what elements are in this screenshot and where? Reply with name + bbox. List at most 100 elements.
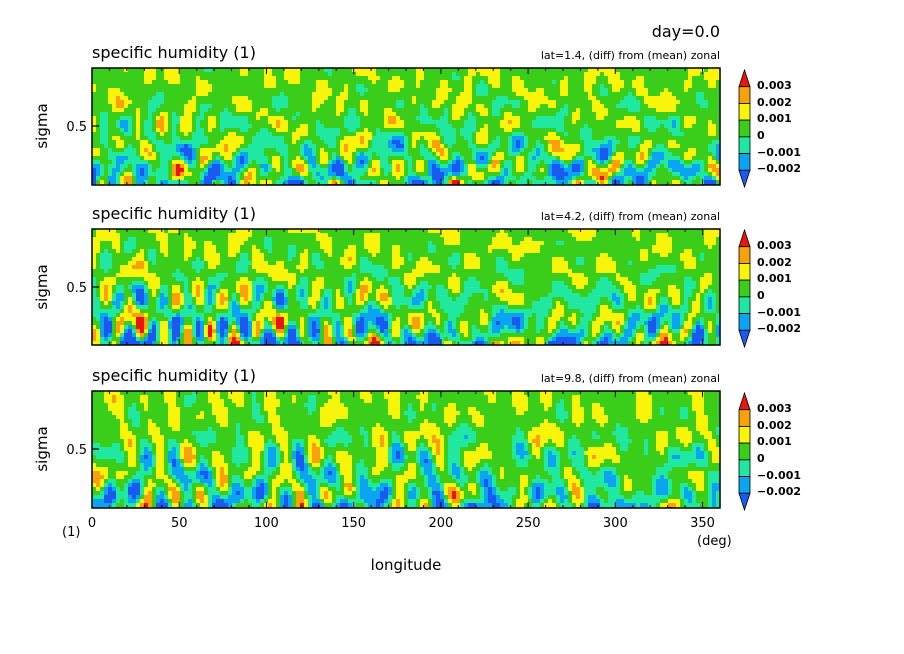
- field-cell: [684, 72, 689, 77]
- field-cell: [528, 104, 533, 109]
- field-cell: [472, 140, 477, 145]
- field-cell: [584, 96, 589, 101]
- field-cell: [604, 92, 609, 97]
- field-cell: [552, 132, 557, 137]
- field-cell: [524, 176, 529, 181]
- field-cell: [712, 128, 717, 133]
- field-cell: [316, 104, 321, 109]
- field-cell: [468, 92, 473, 97]
- field-cell: [124, 176, 129, 181]
- field-cell: [372, 124, 377, 129]
- field-cell: [536, 152, 541, 157]
- field-cell: [564, 120, 569, 125]
- field-cell: [228, 80, 233, 85]
- field-cell: [436, 72, 441, 77]
- field-cell: [352, 96, 357, 101]
- field-cell: [196, 88, 201, 93]
- field-cell: [632, 136, 637, 141]
- field-cell: [680, 84, 685, 89]
- field-cell: [452, 172, 457, 177]
- field-cell: [504, 132, 509, 137]
- field-cell: [464, 108, 469, 113]
- field-cell: [712, 112, 717, 117]
- field-cell: [100, 92, 105, 97]
- field-cell: [576, 148, 581, 153]
- field-cell: [180, 116, 185, 121]
- field-cell: [680, 72, 685, 77]
- field-cell: [424, 124, 429, 129]
- field-cell: [424, 72, 429, 77]
- field-cell: [280, 72, 285, 77]
- field-cell: [156, 132, 161, 137]
- field-cell: [700, 100, 705, 105]
- field-cell: [360, 176, 365, 181]
- field-cell: [500, 76, 505, 81]
- field-cell: [388, 68, 393, 73]
- field-cell: [300, 104, 305, 109]
- field-cell: [324, 168, 329, 173]
- field-cell: [448, 136, 453, 141]
- field-cell: [488, 168, 493, 173]
- field-cell: [460, 104, 465, 109]
- field-cell: [532, 164, 537, 169]
- field-cell: [152, 144, 157, 149]
- field-cell: [380, 136, 385, 141]
- field-cell: [692, 100, 697, 105]
- field-cell: [232, 180, 237, 185]
- field-cell: [704, 144, 709, 149]
- field-cell: [500, 164, 505, 169]
- field-cell: [196, 72, 201, 77]
- field-cell: [120, 172, 125, 177]
- field-cell: [304, 176, 309, 181]
- field-cell: [340, 180, 345, 185]
- field-cell: [528, 128, 533, 133]
- field-cell: [388, 136, 393, 141]
- field-cell: [468, 100, 473, 105]
- field-cell: [696, 140, 701, 145]
- field-cell: [396, 84, 401, 89]
- field-cell: [292, 104, 297, 109]
- field-cell: [100, 140, 105, 145]
- field-cell: [460, 68, 465, 73]
- field-cell: [352, 120, 357, 125]
- field-cell: [288, 168, 293, 173]
- field-cell: [332, 136, 337, 141]
- field-cell: [428, 168, 433, 173]
- field-cell: [640, 128, 645, 133]
- field-cell: [360, 160, 365, 165]
- field-cell: [216, 180, 221, 185]
- field-cell: [424, 88, 429, 93]
- field-cell: [476, 176, 481, 181]
- field-cell: [608, 84, 613, 89]
- field-cell: [148, 124, 153, 129]
- field-cell: [248, 80, 253, 85]
- field-cell: [120, 176, 125, 181]
- field-cell: [684, 229, 689, 234]
- field-cell: [712, 84, 717, 89]
- field-cell: [120, 152, 125, 157]
- field-cell: [236, 132, 241, 137]
- field-cell: [204, 112, 209, 117]
- field-cell: [200, 80, 205, 85]
- field-cell: [640, 229, 645, 234]
- field-cell: [588, 180, 593, 185]
- field-cell: [96, 108, 101, 113]
- field-cell: [116, 128, 121, 133]
- field-cell: [568, 156, 573, 161]
- field-cell: [440, 168, 445, 173]
- field-cell: [528, 84, 533, 89]
- field-cell: [428, 180, 433, 185]
- field-cell: [588, 132, 593, 137]
- field-cell: [476, 108, 481, 113]
- field-cell: [484, 140, 489, 145]
- field-cell: [344, 108, 349, 113]
- field-cell: [412, 72, 417, 77]
- field-cell: [672, 104, 677, 109]
- field-cell: [512, 88, 517, 93]
- field-cell: [588, 176, 593, 181]
- field-cell: [496, 180, 501, 185]
- field-cell: [196, 108, 201, 113]
- field-cell: [616, 164, 621, 169]
- field-cell: [376, 180, 381, 185]
- field-cell: [684, 172, 689, 177]
